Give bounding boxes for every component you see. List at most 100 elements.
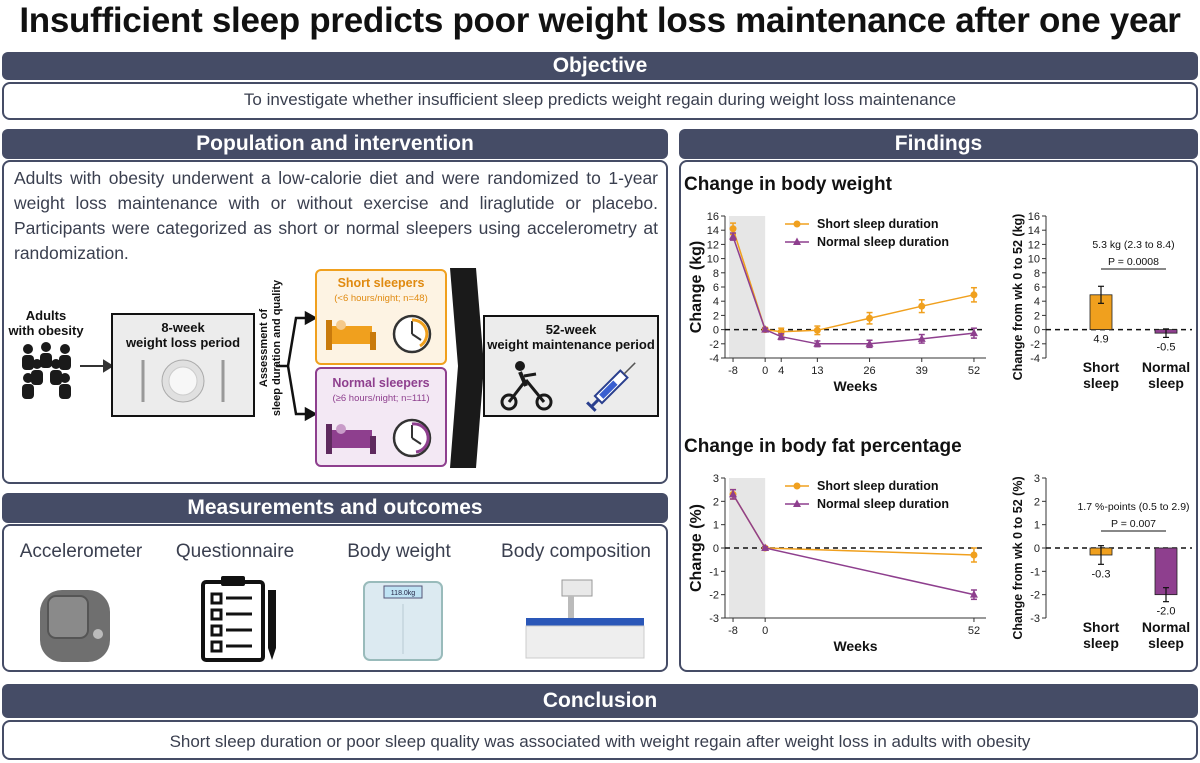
study-flow-diagram: Adults with obesity 8-week weight loss p… [7, 268, 659, 468]
y-tick-label: 6 [713, 282, 719, 294]
bed-short-icon [326, 320, 376, 350]
legend-marker [793, 499, 801, 507]
conclusion-text: Short sleep duration or poor sleep quali… [169, 732, 1031, 751]
normal-sleepers-sub: (≥6 hours/night; n=111) [332, 393, 429, 404]
x-tick-label: -8 [728, 365, 738, 377]
y-tick-label: 3 [713, 473, 719, 485]
y-tick-label: 0 [713, 543, 719, 555]
maintenance-label-1: 52-week [546, 322, 597, 337]
data-point [918, 302, 926, 310]
effect-annotation: 1.7 %-points (0.5 to 2.9) [1077, 501, 1189, 513]
bar-value-label: -0.3 [1092, 568, 1111, 580]
data-point [969, 328, 978, 337]
y-tick-label: -1 [709, 566, 719, 578]
y-tick-label: -4 [1030, 353, 1040, 365]
branch-arrows [276, 310, 318, 422]
bar-value-label: -0.5 [1157, 341, 1176, 353]
y-axis-title: Change (kg) [688, 241, 705, 333]
legend-label: Short sleep duration [817, 479, 939, 493]
scale-icon: 118.0kg [363, 581, 443, 661]
x-tick-label: 4 [778, 365, 784, 377]
y-tick-label: 14 [1028, 225, 1040, 237]
objective-text: To investigate whether insufficient slee… [243, 90, 957, 109]
x-tick-label: 0 [762, 625, 768, 637]
scale-display: 118.0kg [391, 590, 415, 597]
data-point [813, 339, 822, 347]
measurement-icons: 118.0kg [40, 576, 645, 662]
y-tick-label: 2 [1034, 496, 1040, 508]
diet-period-label-2: weight loss period [125, 335, 240, 350]
data-point [777, 332, 786, 340]
exercise-bike-icon [500, 361, 553, 411]
y-tick-label: -2 [1030, 590, 1040, 602]
category-label: Short sleep [1083, 359, 1120, 391]
findings-header: Findings [679, 129, 1198, 159]
syringe-icon [586, 362, 636, 412]
y-tick-label: 10 [1028, 254, 1040, 266]
category-label: Normal sleep [1142, 359, 1190, 391]
y-tick-label: 8 [713, 268, 719, 280]
y-tick-label: -2 [709, 339, 719, 351]
population-text: Adults with obesity underwent a low-calo… [14, 168, 658, 263]
y-axis-title: Change from wk 0 to 52 (%) [1011, 476, 1025, 639]
data-point [970, 291, 978, 299]
data-point [729, 225, 737, 233]
x-tick-label: 13 [811, 365, 823, 377]
fat-line-chart: 3 2 1 0 -1 -2 -3 -8 0 52 Weeks Change (%) Short slee… [688, 473, 986, 654]
y-tick-label: 3 [1034, 473, 1040, 485]
x-tick-label: 26 [863, 365, 875, 377]
x-tick-label: -8 [728, 625, 738, 637]
conclusion-box [2, 720, 1198, 760]
p-value-label: P = 0.0008 [1108, 256, 1159, 268]
y-tick-label: 10 [707, 254, 719, 266]
bar-value-label: -2.0 [1157, 606, 1176, 618]
y-tick-label: 16 [707, 211, 719, 223]
p-value-label: P = 0.007 [1111, 518, 1156, 530]
y-tick-label: 8 [1034, 268, 1040, 280]
plate-icon [141, 359, 225, 403]
y-tick-label: -3 [1030, 613, 1040, 625]
y-tick-label: 2 [713, 310, 719, 322]
body-composition-label: Body composition [501, 541, 651, 562]
y-tick-label: -2 [1030, 339, 1040, 351]
y-tick-label: 12 [707, 239, 719, 251]
assessment-label-1: Assessment of [258, 309, 270, 388]
normal-sleepers-title: Normal sleepers [332, 376, 429, 390]
y-tick-label: 4 [713, 296, 719, 308]
maintenance-period-box [483, 315, 659, 417]
category-label: Normal sleep [1142, 619, 1190, 651]
x-axis-title: Weeks [833, 378, 877, 394]
measurements-header: Measurements and outcomes [2, 493, 668, 523]
x-tick-label: 0 [762, 365, 768, 377]
people-icon [22, 342, 71, 399]
short-sleepers-title: Short sleepers [338, 276, 425, 290]
legend-marker [793, 482, 801, 490]
y-tick-label: 2 [713, 496, 719, 508]
x-tick-label: 52 [968, 625, 980, 637]
adults-label-2: with obesity [7, 323, 84, 338]
weight-bar-chart: 16 14 12 10 8 6 4 2 0 -2 -4 Change from wk 0 to 52 … [1011, 211, 1192, 391]
data-point [813, 326, 821, 334]
assessment-label-2: sleep duration and quality [271, 279, 283, 416]
weight-chart-title: Change in body weight [684, 174, 892, 195]
y-axis-title: Change from wk 0 to 52 (kg) [1011, 214, 1025, 381]
data-point [866, 314, 874, 322]
x-tick-label: 52 [968, 365, 980, 377]
y-tick-label: 0 [713, 325, 719, 337]
assessment-label: Assessment of sleep duration and quality [258, 279, 283, 416]
y-tick-label: 16 [1028, 211, 1040, 223]
big-arrow-icon [450, 268, 484, 468]
y-tick-label: 14 [707, 225, 719, 237]
series-line-1 [732, 236, 975, 345]
legend-label: Short sleep duration [817, 217, 939, 231]
body-composition-scanner-icon [525, 579, 645, 659]
fat-bar-chart: 3 2 1 0 -1 -2 -3 Change from wk 0 to 52 (%) -0.3… [1011, 473, 1192, 651]
y-tick-label: 2 [1034, 310, 1040, 322]
body-weight-label: Body weight [347, 541, 451, 562]
y-tick-label: 1 [713, 520, 719, 532]
y-tick-label: -3 [709, 613, 719, 625]
legend-marker [793, 220, 801, 228]
x-axis-title: Weeks [833, 638, 877, 654]
data-point [761, 325, 770, 333]
